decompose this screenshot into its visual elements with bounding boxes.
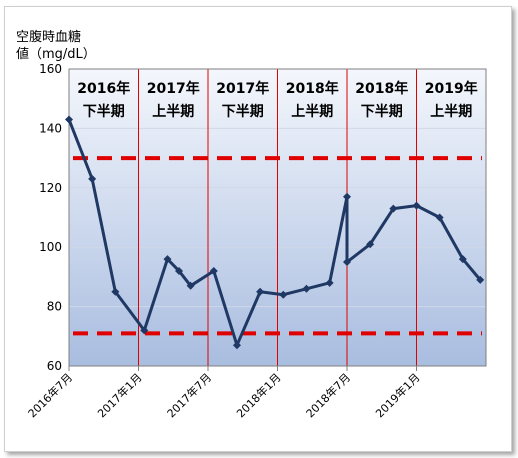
period-label-year: 2017年 bbox=[147, 80, 200, 97]
period-label-half: 上半期 bbox=[430, 103, 472, 120]
data-point bbox=[435, 213, 444, 222]
data-point bbox=[88, 174, 97, 183]
period-label-half: 下半期 bbox=[361, 103, 403, 120]
data-point bbox=[343, 258, 351, 267]
data-point bbox=[343, 192, 351, 201]
data-point bbox=[302, 284, 311, 293]
data-point bbox=[389, 204, 398, 213]
y-tick-label: 120 bbox=[39, 181, 62, 195]
period-label-year: 2017年 bbox=[216, 80, 269, 97]
y-axis-label-line-1: 空腹時血糖 bbox=[16, 30, 82, 45]
data-point bbox=[256, 287, 265, 296]
data-point bbox=[65, 115, 73, 124]
period-label-year: 2019年 bbox=[425, 80, 478, 97]
period-label-year: 2018年 bbox=[355, 80, 408, 97]
y-axis-label-line-2: 値（mg/dL） bbox=[16, 47, 96, 62]
x-tick-label: 2016年7月 bbox=[25, 370, 75, 420]
x-tick-label: 2019年1月 bbox=[372, 370, 422, 420]
data-point bbox=[412, 201, 421, 210]
data-point bbox=[476, 275, 485, 284]
chart-frame: 空腹時血糖 値（mg/dL） 2016年 下半期 2017年 上半期 2017年 下半期 2… bbox=[4, 6, 512, 452]
x-tick-label: 2018年7月 bbox=[303, 370, 353, 420]
period-label-half: 上半期 bbox=[291, 103, 333, 120]
data-point bbox=[325, 278, 334, 287]
x-tick-label: 2017年7月 bbox=[164, 370, 214, 420]
data-point bbox=[140, 326, 149, 335]
data-point bbox=[175, 266, 184, 275]
x-tick-label: 2017年1月 bbox=[94, 370, 144, 420]
y-tick-label: 140 bbox=[39, 121, 62, 135]
data-point bbox=[279, 290, 288, 299]
data-point bbox=[232, 341, 241, 350]
data-point bbox=[209, 266, 218, 275]
y-tick-label: 80 bbox=[47, 300, 62, 314]
period-label-half: 下半期 bbox=[83, 103, 125, 120]
y-tick-label: 100 bbox=[39, 240, 62, 254]
data-point bbox=[186, 281, 195, 290]
x-tick-label: 2018年1月 bbox=[233, 370, 283, 420]
y-tick-label: 160 bbox=[39, 62, 62, 76]
period-label-half: 上半期 bbox=[152, 103, 194, 120]
y-tick-label: 60 bbox=[47, 359, 62, 373]
y-axis-label: 空腹時血糖 値（mg/dL） bbox=[16, 29, 96, 63]
data-point bbox=[366, 240, 375, 249]
period-label-year: 2016年 bbox=[77, 80, 130, 97]
period-label-half: 下半期 bbox=[222, 103, 264, 120]
period-label-year: 2018年 bbox=[286, 80, 339, 97]
data-point bbox=[111, 287, 120, 296]
